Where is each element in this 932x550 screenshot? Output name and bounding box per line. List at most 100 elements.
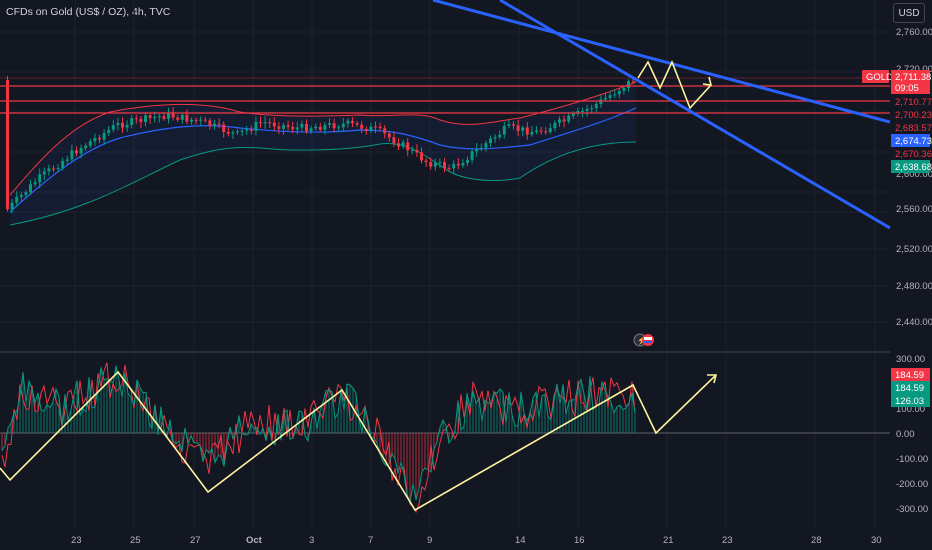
candle-body xyxy=(498,134,502,138)
candle-body xyxy=(369,126,373,132)
price-tick: 2,720.00 xyxy=(896,64,932,75)
candle-body xyxy=(6,80,9,210)
support-resistance-levels[interactable] xyxy=(0,85,890,114)
indicator-tick: -100.00 xyxy=(896,454,928,465)
candle-body xyxy=(111,125,115,130)
candle-body xyxy=(590,108,594,110)
candle-body xyxy=(42,171,46,175)
bollinger-basis xyxy=(9,107,637,213)
grid xyxy=(0,0,890,528)
candle-body xyxy=(562,119,566,122)
cci-projection-arrow-head xyxy=(707,374,718,384)
candle-body xyxy=(406,142,410,151)
candle-body xyxy=(144,115,147,123)
candle-body xyxy=(300,124,304,128)
time-axis[interactable]: 23 25 27 Oct 3 7 9 14 16 21 23 28 30 xyxy=(71,535,882,546)
candle-body xyxy=(571,113,575,116)
indicator-axis[interactable]: 300.00 100.00 0.00 -100.00 -200.00 -300.… xyxy=(891,354,930,515)
candle-body xyxy=(272,122,276,127)
time-tick: Oct xyxy=(246,535,263,546)
candle-body xyxy=(245,129,249,131)
candle-body xyxy=(581,110,584,112)
bollinger-lower xyxy=(9,141,637,226)
level-tag: 2,674.73 xyxy=(895,136,932,147)
cci-red-line xyxy=(1,362,636,514)
currency-button[interactable]: USD xyxy=(893,3,925,23)
candle-body xyxy=(61,161,65,168)
cci-projection-zigzag[interactable] xyxy=(0,370,717,512)
indicator-tag: 184.59 xyxy=(895,370,924,381)
candle-body xyxy=(466,159,469,163)
candle-body xyxy=(249,129,253,131)
projection-arrow-head xyxy=(702,76,713,86)
candle-body xyxy=(539,130,543,132)
candle-body xyxy=(608,95,612,98)
candle-body xyxy=(323,124,327,130)
time-tick: 21 xyxy=(663,535,674,546)
candle-body xyxy=(190,119,193,122)
candle-body xyxy=(452,163,456,169)
time-tick: 9 xyxy=(427,535,432,546)
candle-body xyxy=(15,196,19,203)
candle-body xyxy=(364,128,368,132)
indicator-tick: -200.00 xyxy=(896,479,928,490)
level-tag: 2,710.77 xyxy=(895,97,932,108)
event-icons[interactable]: ⚡ xyxy=(633,333,654,347)
candle-body xyxy=(33,182,37,185)
indicator-tag: 184.59 xyxy=(895,383,924,394)
bollinger-upper xyxy=(9,81,637,196)
cci-green-line xyxy=(1,365,636,505)
price-tags: GOLD 2,711.38 09:05 2,710.77 2,700.23 2,… xyxy=(862,70,932,173)
candle-body xyxy=(548,128,552,133)
candle-body xyxy=(438,162,442,164)
candle-body xyxy=(176,117,180,120)
level-tag: 2,638.68 xyxy=(895,162,932,173)
candle-body xyxy=(484,143,488,148)
price-projection-zigzag[interactable] xyxy=(637,59,712,110)
candle-body xyxy=(355,123,359,125)
candle-body xyxy=(157,116,161,118)
candle-body xyxy=(535,130,538,132)
candle-body xyxy=(240,130,244,132)
lower-trendline[interactable] xyxy=(499,0,891,230)
upper-trendline[interactable] xyxy=(432,0,891,124)
candle-body xyxy=(447,168,451,170)
time-tick: 3 xyxy=(309,535,314,546)
time-tick: 28 xyxy=(811,535,822,546)
candle-body xyxy=(617,90,621,95)
candle-body xyxy=(254,122,258,131)
price-axis[interactable]: 2,760.00 2,720.00 2,560.00 2,600.00 2,52… xyxy=(896,27,932,328)
candle-body xyxy=(420,152,423,161)
candle-body xyxy=(502,125,506,135)
candle-body xyxy=(558,119,561,123)
candle-body xyxy=(631,81,635,83)
candlesticks[interactable] xyxy=(6,75,635,214)
candle-body xyxy=(162,116,166,119)
candle-body xyxy=(360,124,364,129)
price-tick: 2,440.00 xyxy=(896,317,932,328)
candle-body xyxy=(121,122,124,128)
candle-body xyxy=(622,88,626,91)
candle-body xyxy=(148,115,152,118)
symbol-tag: GOLD xyxy=(866,72,893,83)
bollinger-band-fill xyxy=(10,82,636,225)
price-tick: 2,760.00 xyxy=(896,27,932,38)
candle-body xyxy=(383,128,387,134)
candle-body xyxy=(226,132,230,134)
candle-body xyxy=(479,147,483,149)
candle-body xyxy=(332,123,336,129)
candle-body xyxy=(65,159,69,162)
candle-body xyxy=(567,115,571,122)
candle-body xyxy=(24,192,28,195)
candle-body xyxy=(130,118,134,125)
level-tag: 2,683.57 xyxy=(895,123,932,134)
time-tick: 25 xyxy=(130,535,141,546)
level-tag: 2,700.23 xyxy=(895,110,932,121)
candle-body xyxy=(286,125,290,127)
candle-body xyxy=(295,127,299,130)
candle-body xyxy=(125,124,129,128)
candle-body xyxy=(116,122,120,126)
candle-body xyxy=(512,124,515,126)
candle-body xyxy=(521,127,525,131)
